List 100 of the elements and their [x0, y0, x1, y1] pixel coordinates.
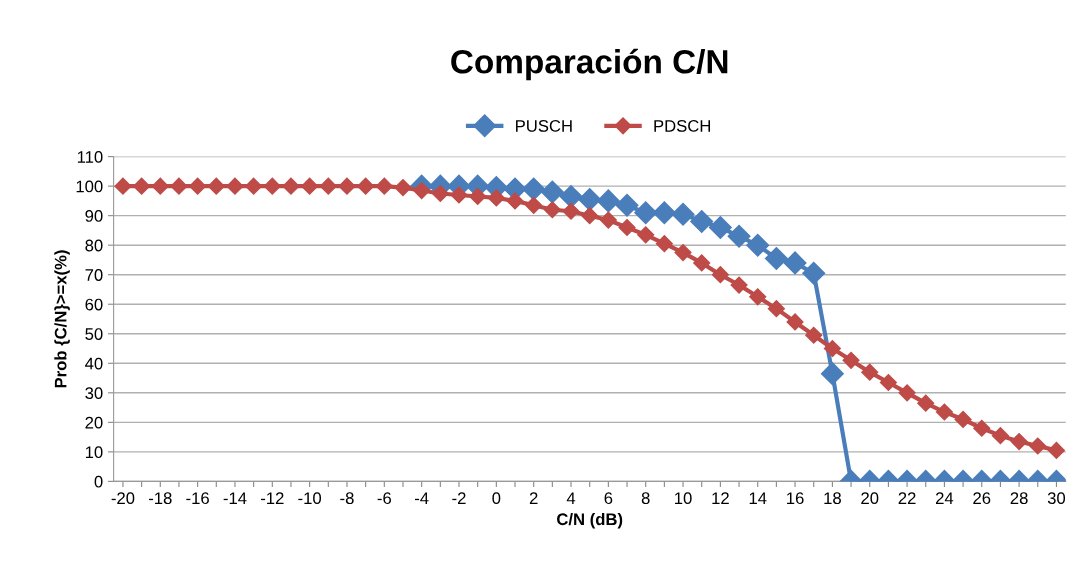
x-tick-label: 30 [1047, 492, 1066, 505]
point [506, 192, 524, 210]
y-tick-label: 40 [85, 357, 103, 370]
point [469, 187, 487, 206]
point [263, 177, 281, 195]
point [133, 177, 151, 195]
x-tick-label: 4 [566, 492, 576, 504]
x-tick-label: -16 [186, 492, 209, 505]
point [879, 373, 897, 392]
x-tick-label: 28 [1010, 492, 1028, 505]
x-tick-label: 12 [712, 492, 729, 504]
x-tick-label: 20 [861, 492, 879, 505]
x-tick-label: 10 [675, 492, 692, 505]
y-tick-label: 110 [77, 151, 103, 163]
point [562, 202, 580, 220]
x-tick-label: 6 [604, 492, 613, 505]
point [338, 177, 356, 195]
x-tick-label: -20 [111, 492, 135, 505]
point [578, 187, 602, 211]
y-tick-label: 100 [76, 180, 103, 193]
point [522, 177, 546, 201]
point [319, 177, 337, 195]
point [917, 394, 935, 412]
point [525, 196, 543, 214]
point [935, 403, 953, 421]
x-tick-label: 18 [824, 492, 841, 505]
point [898, 384, 916, 402]
y-tick-label: 30 [85, 387, 103, 400]
point [1010, 432, 1028, 451]
point [674, 244, 692, 262]
point [1047, 441, 1065, 459]
y-tick-label: 50 [85, 328, 103, 340]
x-tick-label: -6 [377, 492, 391, 505]
point [245, 177, 263, 195]
x-tick-label: -4 [414, 492, 429, 504]
point [207, 177, 225, 195]
point [450, 186, 468, 204]
y-tick-label: 90 [85, 210, 103, 222]
point [394, 179, 412, 197]
point [973, 419, 991, 437]
point [375, 177, 393, 195]
x-axis-title: C/N (dB) [557, 512, 623, 529]
point [861, 363, 879, 381]
point [151, 177, 169, 195]
x-tick-label: 22 [898, 492, 916, 504]
point [802, 261, 826, 285]
point [842, 351, 860, 369]
point [114, 177, 132, 195]
point [615, 193, 639, 217]
x-tick-label: 0 [492, 492, 501, 505]
x-tick-label: -14 [223, 492, 247, 504]
y-tick-label: 0 [94, 475, 103, 488]
point [991, 427, 1009, 445]
point [618, 218, 636, 237]
y-tick-label: 10 [85, 446, 103, 459]
point [727, 224, 751, 248]
point [746, 233, 770, 257]
y-tick-label: 70 [85, 269, 103, 281]
point [487, 189, 505, 207]
point [708, 215, 732, 239]
x-tick-label: 2 [529, 492, 538, 504]
point [749, 288, 767, 306]
point [357, 177, 375, 195]
point [413, 182, 431, 200]
x-tick-label: -18 [148, 492, 172, 505]
x-tick-label: 16 [787, 492, 804, 505]
chart-title: Comparación C/N [451, 48, 728, 81]
point [599, 211, 617, 229]
point [581, 207, 599, 225]
y-tick-label: 80 [85, 239, 103, 252]
point [431, 184, 449, 203]
point [634, 201, 658, 225]
point [805, 326, 823, 344]
x-tick-label: -8 [340, 492, 354, 505]
point [730, 276, 748, 294]
point [655, 235, 673, 253]
point [783, 251, 807, 275]
point [1029, 437, 1047, 455]
legend-label: PDSCH [654, 120, 711, 132]
x-tick-label: -2 [452, 492, 466, 504]
point [786, 313, 804, 331]
point [189, 177, 207, 195]
point [764, 246, 788, 270]
x-tick-label: -12 [261, 492, 284, 504]
point [954, 410, 972, 428]
point [652, 201, 676, 225]
point [693, 254, 711, 272]
point [711, 266, 729, 284]
point [637, 226, 655, 244]
y-tick-label: 60 [85, 298, 103, 311]
x-tick-label: 26 [973, 492, 991, 505]
point [690, 210, 714, 234]
y-tick-label: 20 [85, 416, 103, 429]
point [540, 180, 564, 204]
point [170, 177, 188, 195]
point [543, 201, 561, 219]
legend-label: PUSCH [516, 120, 572, 132]
x-tick-label: 14 [749, 492, 767, 504]
point [226, 177, 244, 195]
point [282, 177, 300, 195]
